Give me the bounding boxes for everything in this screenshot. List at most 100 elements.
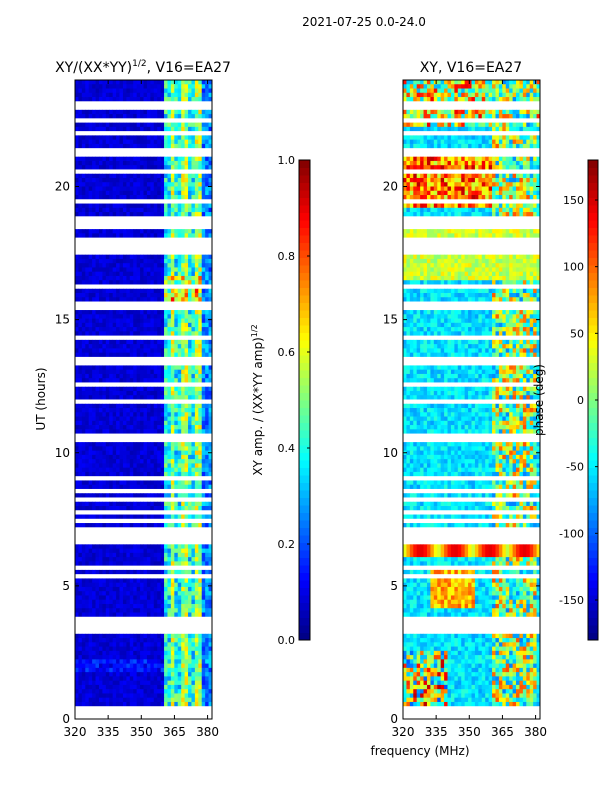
amplitude-cell [164, 467, 168, 473]
amplitude-cell [75, 501, 79, 507]
phase-cell [437, 114, 442, 119]
amplitude-cell [167, 271, 172, 277]
phase-cell [516, 156, 520, 162]
amplitude-cell [75, 603, 79, 609]
amplitude-cell [157, 297, 162, 302]
amplitude-cell [198, 599, 203, 605]
amplitude-cell [136, 135, 141, 141]
amplitude-cell [164, 331, 168, 336]
amplitude-cell [201, 544, 206, 549]
amplitude-cell [160, 659, 165, 665]
amplitude-cell [157, 463, 162, 469]
amplitude-cell [129, 254, 134, 260]
amplitude-cell [184, 663, 189, 669]
amplitude-cell [81, 275, 86, 281]
amplitude-cell [140, 484, 144, 490]
amplitude-cell [153, 80, 158, 85]
amplitude-cell [153, 297, 158, 302]
amplitude-cell [146, 109, 151, 115]
amplitude-cell [85, 310, 90, 315]
amplitude-cell [136, 327, 141, 332]
amplitude-cell [92, 493, 96, 498]
amplitude-cell [177, 339, 182, 345]
amplitude-cell [174, 207, 179, 213]
amplitude-cell [208, 122, 213, 128]
amplitude-cell [75, 680, 79, 686]
amplitude-cell [95, 561, 100, 567]
amplitude-cell [198, 676, 203, 682]
amplitude-cell [177, 212, 182, 217]
amplitude-cell [194, 680, 199, 686]
amplitude-cell [177, 608, 182, 613]
amplitude-cell [181, 501, 185, 507]
amplitude-cell [205, 92, 209, 98]
amplitude-cell [122, 373, 127, 379]
amplitude-cell [95, 297, 100, 302]
amplitude-cell [129, 633, 134, 639]
amplitude-cell [208, 331, 213, 336]
amplitude-cell [157, 190, 162, 196]
amplitude-cell [174, 442, 179, 447]
amplitude-cell [109, 212, 114, 217]
amplitude-cell [81, 186, 86, 192]
amplitude-cell [167, 480, 172, 486]
phase-cell [529, 92, 534, 98]
phase-cell [413, 84, 418, 89]
amplitude-cell [98, 182, 103, 187]
amplitude-cell [122, 267, 127, 273]
amplitude-cell [198, 310, 203, 315]
amplitude-cell [177, 663, 182, 669]
amplitude-cell [208, 667, 213, 673]
amplitude-cell [98, 557, 103, 562]
amplitude-cell [181, 446, 185, 452]
amplitude-cell [95, 480, 100, 486]
amplitude-cell [208, 293, 213, 298]
amplitude-cell [181, 84, 185, 89]
amplitude-cell [184, 297, 189, 302]
amplitude-cell [177, 293, 182, 298]
amplitude-cell [122, 403, 127, 409]
amplitude-cell [164, 612, 168, 618]
amplitude-cell [167, 160, 172, 166]
amplitude-cell [205, 459, 209, 464]
amplitude-cell [92, 442, 96, 447]
amplitude-cell [201, 471, 206, 477]
amplitude-cell [208, 689, 213, 694]
amplitude-cell [143, 633, 148, 639]
amplitude-cell [78, 557, 83, 562]
amplitude-cell [194, 544, 199, 549]
phase-cell [437, 88, 442, 94]
amplitude-cell [95, 612, 100, 618]
amplitude-cell [177, 446, 182, 452]
phase-cell [533, 109, 537, 115]
amplitude-cell [81, 80, 86, 85]
phase-cell [444, 122, 448, 128]
amplitude-cell [78, 454, 83, 460]
phase-cell [481, 126, 486, 132]
amplitude-cell [191, 463, 196, 469]
amplitude-cell [150, 591, 155, 596]
amplitude-cell [98, 310, 103, 315]
amplitude-cell [105, 114, 110, 119]
amplitude-cell [170, 390, 175, 396]
amplitude-cell [109, 612, 114, 618]
amplitude-cell [143, 659, 148, 665]
amplitude-cell [133, 552, 138, 558]
amplitude-cell [75, 701, 79, 707]
amplitude-cell [167, 114, 172, 119]
amplitude-cell [136, 591, 141, 596]
amplitude-cell [81, 689, 86, 694]
amplitude-flagged-row [75, 531, 212, 537]
phase-cell [420, 139, 424, 145]
amplitude-cell [129, 612, 134, 618]
amplitude-cell [150, 143, 155, 149]
amplitude-cell [75, 442, 79, 447]
phase-cell [526, 114, 531, 119]
amplitude-cell [126, 327, 131, 332]
phase-cell [454, 126, 459, 132]
amplitude-cell [191, 339, 196, 345]
amplitude-cell [181, 386, 185, 392]
phase-cell [406, 122, 411, 128]
amplitude-cell [150, 493, 155, 498]
amplitude-cell [153, 480, 158, 486]
